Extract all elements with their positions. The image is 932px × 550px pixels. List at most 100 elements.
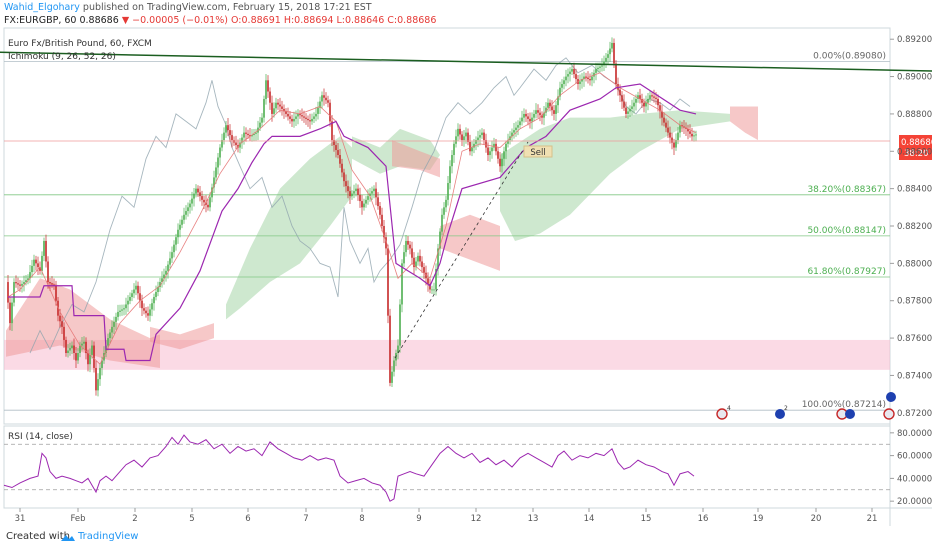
candle-body (475, 140, 477, 144)
candle-body (83, 341, 85, 344)
candle-body (281, 106, 283, 109)
candle-body (367, 196, 369, 200)
candle-body (667, 127, 669, 133)
candle-body (251, 135, 253, 137)
price-tick-label: 0.88600 (897, 147, 932, 157)
candle-body (565, 76, 567, 81)
candle-body (507, 140, 509, 144)
rsi-label[interactable]: RSI (14, close) (8, 432, 73, 442)
candle-body (387, 248, 389, 316)
eu-flag-icon[interactable] (845, 409, 855, 419)
candle-body (205, 202, 207, 205)
candle-body (655, 97, 657, 99)
candle-body (87, 353, 89, 365)
candle-body (695, 134, 697, 136)
candle-body (665, 122, 667, 128)
candle-body (29, 272, 31, 279)
candle-body (605, 57, 607, 62)
candle-body (543, 112, 545, 118)
candle-body (431, 289, 433, 291)
candle-body (557, 96, 559, 106)
candle-body (585, 76, 587, 78)
candle-body (381, 214, 383, 226)
candle-body (99, 367, 101, 380)
candle-body (311, 118, 313, 122)
author-link[interactable]: Wahid_Elgohary (4, 2, 80, 13)
candle-body (21, 283, 23, 286)
eu-flag-icon[interactable] (775, 409, 785, 419)
candle-body (121, 309, 123, 311)
candle-body (279, 104, 281, 107)
descending-trendline[interactable] (0, 51, 932, 72)
candle-body (511, 132, 513, 137)
time-tick-label: 8 (359, 514, 364, 524)
candle-body (465, 132, 467, 137)
chart-title: Euro Fx/British Pound, 60, FXCM (8, 39, 152, 49)
time-tick-label: 13 (528, 514, 539, 524)
candle-body (107, 338, 109, 346)
candle-body (77, 353, 79, 361)
candle-body (369, 193, 371, 197)
candle-body (517, 125, 519, 128)
candle-body (283, 108, 285, 112)
candle-body (91, 345, 93, 355)
candle-body (147, 313, 149, 316)
candle-body (199, 192, 201, 197)
candle-body (671, 137, 673, 143)
candle-body (663, 117, 665, 123)
candle-body (439, 231, 441, 249)
candle-body (203, 199, 205, 203)
candle-body (39, 267, 41, 271)
uk-flag-icon[interactable] (883, 408, 895, 420)
candle-body (519, 121, 521, 126)
rsi-tick-label: 40.0000 (897, 474, 932, 484)
current-price-tag (899, 135, 932, 160)
candle-body (241, 137, 243, 143)
candle-body (217, 157, 219, 168)
event-count-label: 4 (727, 405, 731, 412)
candle-body (201, 196, 203, 200)
candle-body (229, 130, 231, 136)
candle-body (247, 133, 249, 136)
candle-body (463, 136, 465, 141)
candle-body (371, 191, 373, 194)
candle-body (357, 188, 359, 195)
candle-body (493, 143, 495, 148)
time-tick-label: 15 (641, 514, 652, 524)
footer: Created with TradingView (0, 526, 932, 550)
candle-body (329, 102, 331, 122)
candle-body (37, 263, 39, 268)
candle-body (691, 133, 693, 137)
uk-flag-icon[interactable] (716, 408, 728, 420)
candle-body (607, 54, 609, 58)
candle-body (17, 283, 19, 285)
candle-body (49, 282, 51, 284)
candle-body (321, 95, 323, 102)
candle-body (549, 102, 551, 107)
eu-flag-icon[interactable] (886, 392, 896, 402)
candle-body (209, 197, 211, 208)
rsi-pane-border (3, 425, 891, 509)
candle-body (501, 158, 503, 167)
candle-body (555, 105, 557, 114)
candle-body (521, 117, 523, 122)
indicator-label[interactable]: Ichimoku (9, 26, 52, 26) (8, 52, 116, 62)
candle-body (207, 204, 209, 208)
time-tick-label: 9 (416, 514, 421, 524)
candle-body (687, 128, 689, 132)
candle-body (79, 345, 81, 354)
candle-body (409, 244, 411, 249)
candle-body (679, 125, 681, 133)
event-flags[interactable]: 4 2 (716, 392, 896, 420)
candle-body (167, 264, 169, 271)
candle-body (7, 282, 9, 303)
footer-brand[interactable]: TradingView (78, 531, 139, 542)
candle-body (295, 116, 297, 119)
candle-body (623, 101, 625, 108)
time-tick-label: 21 (867, 514, 878, 524)
candle-body (445, 199, 447, 208)
candle-body (513, 130, 515, 133)
candle-body (657, 98, 659, 106)
candle-body (403, 252, 405, 264)
